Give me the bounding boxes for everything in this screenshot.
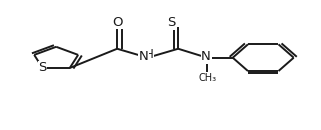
Text: O: O [112,16,122,29]
Text: S: S [167,16,175,29]
Text: S: S [39,61,47,74]
Text: CH₃: CH₃ [199,73,217,83]
Text: N: N [201,50,211,63]
Text: H: H [145,48,154,61]
Text: N: N [139,50,149,63]
